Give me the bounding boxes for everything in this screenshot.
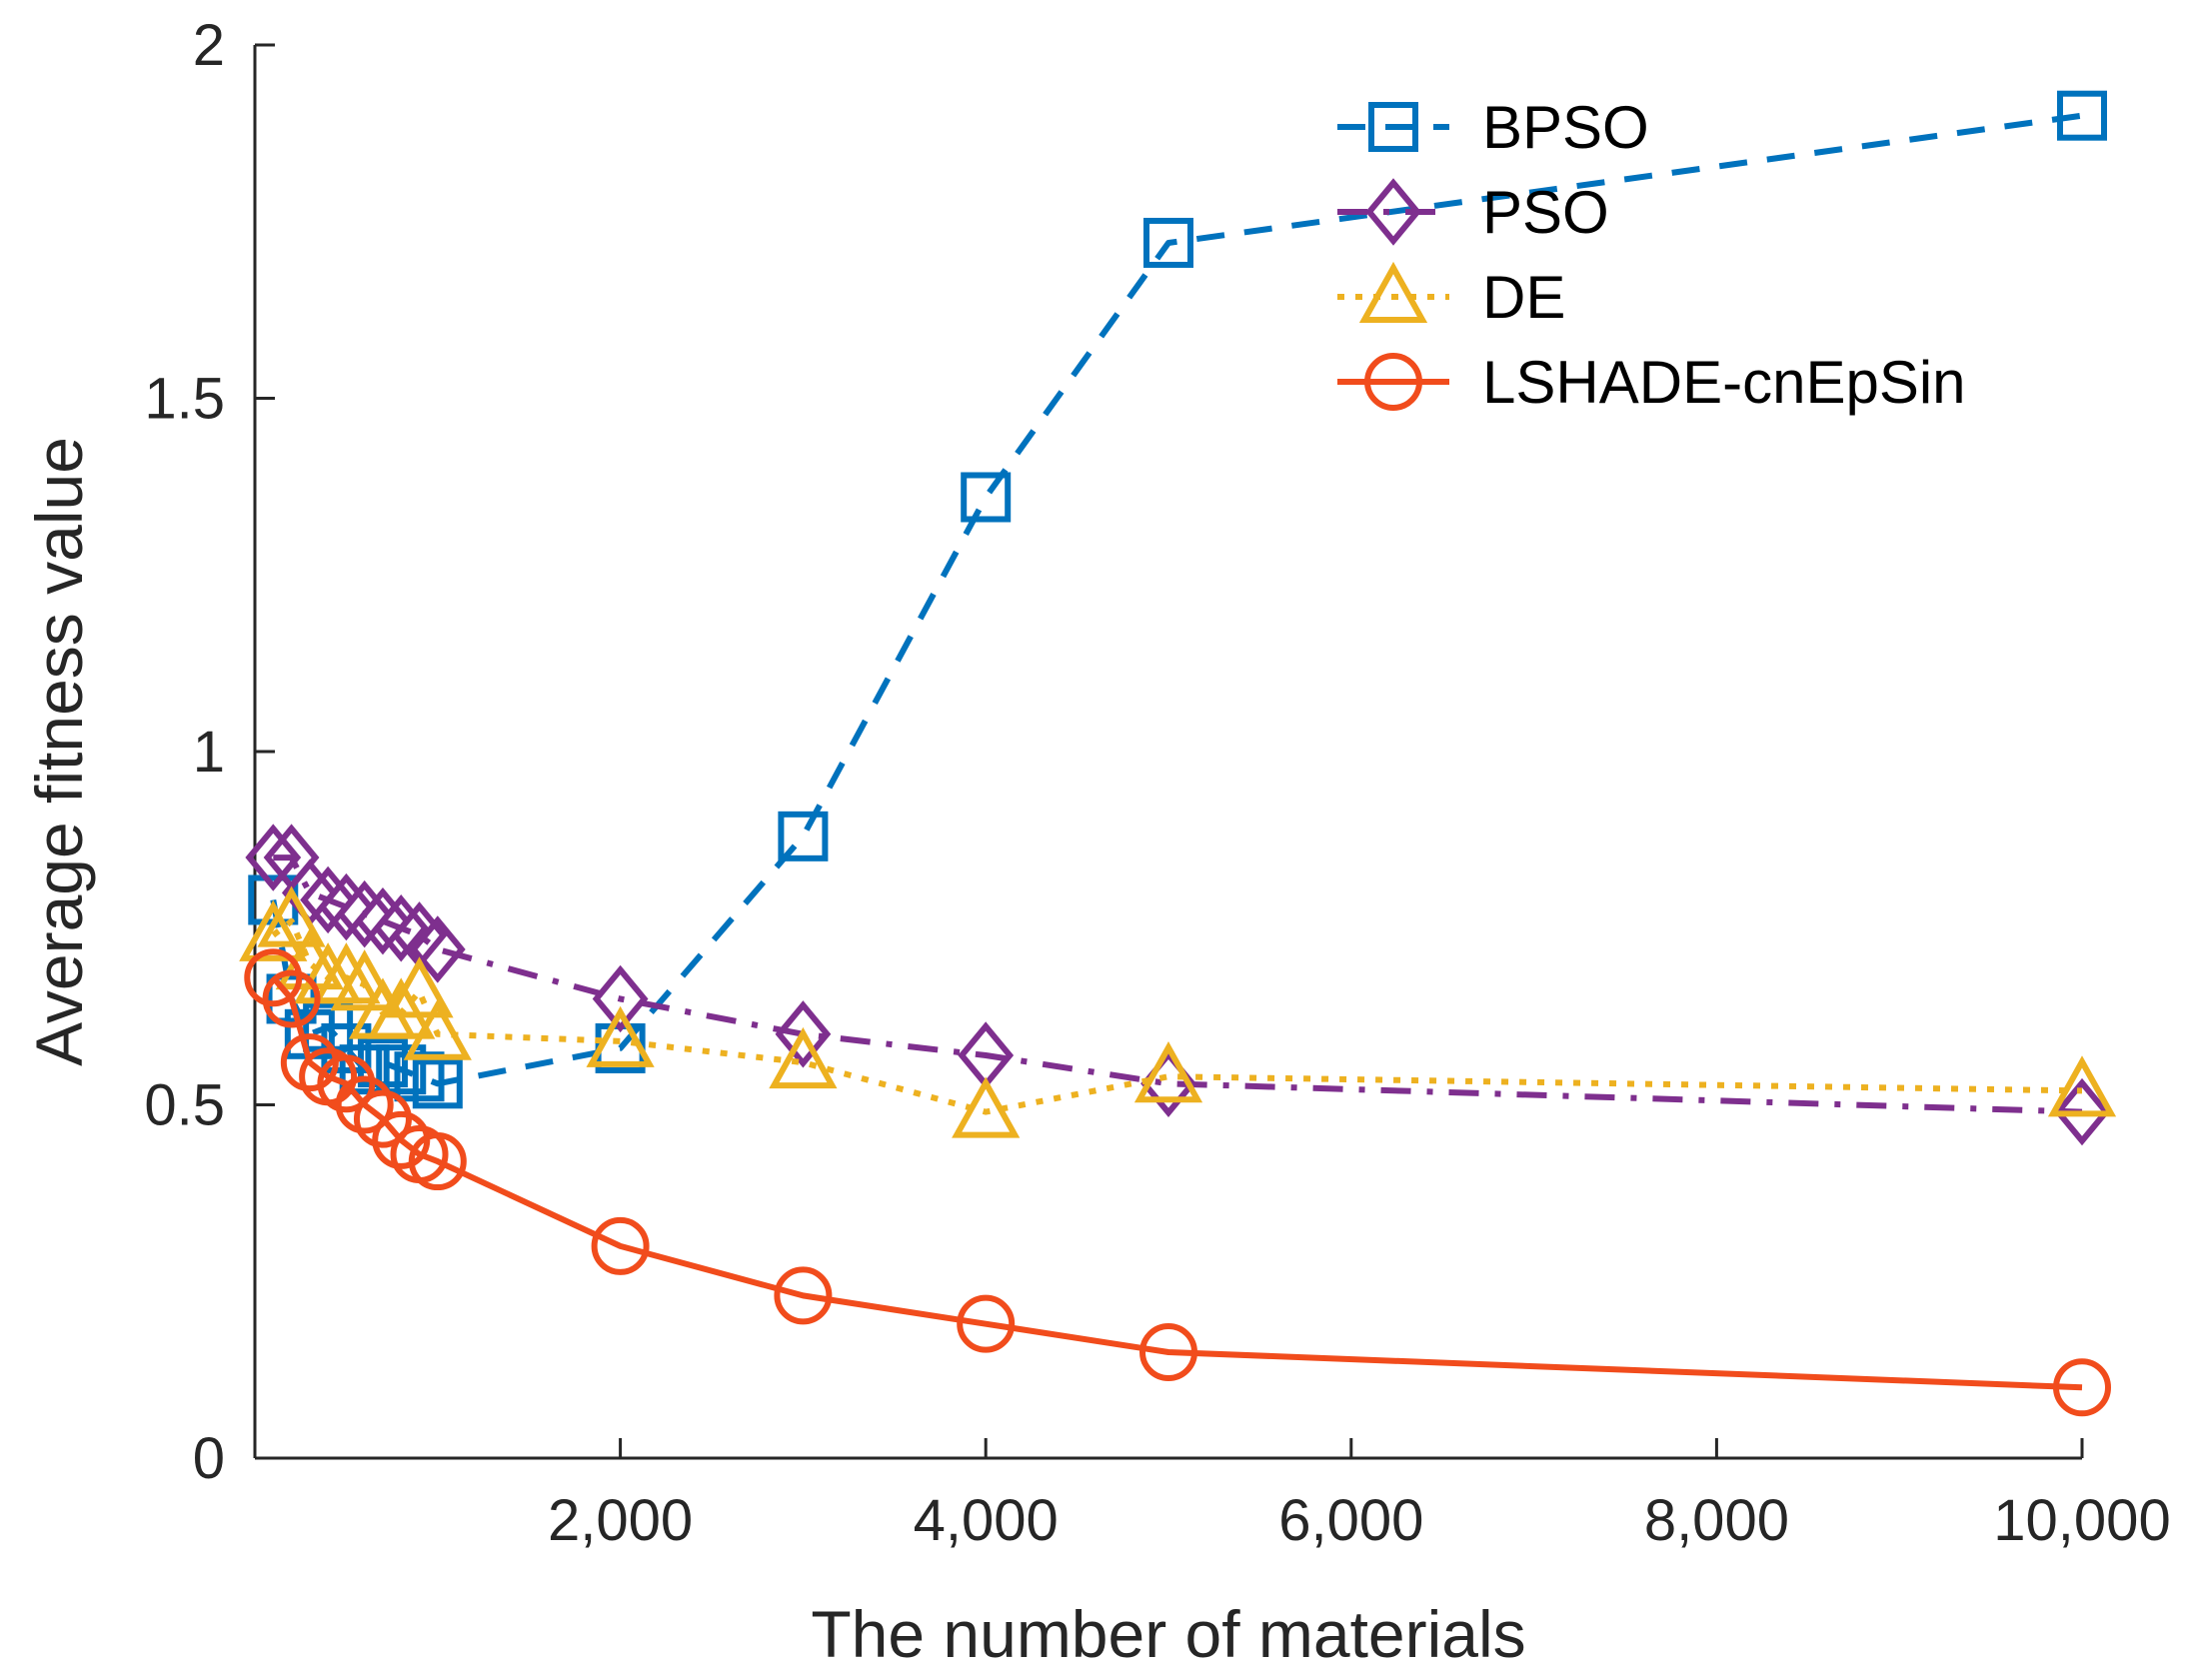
y-tick-label: 0 <box>193 1426 225 1491</box>
data-point-circle <box>353 1089 412 1148</box>
series-de <box>239 885 2117 1138</box>
data-point-square <box>339 1044 390 1095</box>
y-tick-label: 1.5 <box>144 367 225 432</box>
axes: 0 0.5 1 1.5 2 2,000 4,000 6,000 8,000 10,000 <box>144 13 2170 1553</box>
y-tick-label: 0.5 <box>144 1073 225 1138</box>
data-point-square <box>2057 90 2107 141</box>
data-point-triangle <box>257 885 326 947</box>
data-point-square <box>412 1058 463 1109</box>
data-point-diamond <box>2054 1077 2110 1146</box>
legend-label: BPSO <box>1482 94 1649 161</box>
data-point-triangle <box>367 977 436 1039</box>
series-pso <box>245 824 2110 1146</box>
data-point-circle <box>591 1216 650 1275</box>
data-point-diamond <box>355 886 411 955</box>
data-point-triangle <box>586 1005 655 1067</box>
data-point-circle <box>2053 1358 2111 1417</box>
data-point-diamond <box>592 964 649 1033</box>
data-point-triangle <box>312 942 381 1004</box>
series-lshade-cnepsin <box>244 948 2111 1417</box>
legend-item: LSHADE-cnEpSin <box>1337 349 1966 416</box>
legend: BPSO PSO DE LSHADE-cnEpSin <box>1337 94 1966 416</box>
x-axis-title: The number of materials <box>811 1597 1525 1671</box>
data-point-circle <box>408 1132 467 1191</box>
x-tick-label: 2,000 <box>548 1488 693 1553</box>
data-point-triangle <box>239 899 308 961</box>
y-tick-label: 1 <box>193 720 225 785</box>
y-axis-title: Average fitness value <box>22 437 96 1066</box>
series-bpso <box>248 90 2107 1109</box>
data-point-triangle <box>330 949 399 1011</box>
data-point-square <box>376 1044 427 1095</box>
legend-item: BPSO <box>1337 94 1649 161</box>
data-point-square <box>961 472 1012 523</box>
data-point-triangle <box>403 998 472 1060</box>
data-point-circle <box>335 1075 394 1134</box>
x-tick-label: 4,000 <box>914 1488 1059 1553</box>
data-point-diamond <box>373 894 430 962</box>
legend-item: DE <box>1337 261 1565 331</box>
data-point-square <box>778 811 829 861</box>
data-point-circle <box>957 1294 1016 1353</box>
data-point-diamond <box>336 879 393 948</box>
data-point-diamond <box>775 1000 832 1068</box>
data-point-circle <box>262 969 321 1028</box>
legend-marker-diamond <box>1365 178 1421 246</box>
legend-item: PSO <box>1337 178 1609 246</box>
data-point-diamond <box>318 872 375 941</box>
data-point-diamond <box>300 865 357 934</box>
series-line <box>270 112 2083 1087</box>
x-tick-label: 8,000 <box>1644 1488 1789 1553</box>
data-point-diamond <box>245 824 302 891</box>
data-point-square <box>1143 217 1193 268</box>
data-point-triangle <box>769 1026 838 1089</box>
y-tick-label: 2 <box>193 13 225 78</box>
data-point-circle <box>774 1266 833 1325</box>
legend-marker-triangle <box>1358 261 1428 323</box>
data-point-triangle <box>385 956 454 1018</box>
data-point-triangle <box>2047 1055 2117 1117</box>
legend-marker-square <box>1368 102 1418 152</box>
data-point-triangle <box>1133 1041 1203 1103</box>
series-layer <box>239 90 2117 1417</box>
x-tick-label: 6,000 <box>1278 1488 1423 1553</box>
legend-label: DE <box>1482 264 1565 331</box>
data-point-circle <box>317 1054 376 1113</box>
x-tick-label: 10,000 <box>1993 1488 2170 1553</box>
legend-label: LSHADE-cnEpSin <box>1482 349 1966 416</box>
data-point-circle <box>1139 1322 1197 1381</box>
legend-marker-circle <box>1364 353 1422 411</box>
data-point-diamond <box>409 915 466 983</box>
data-point-triangle <box>952 1076 1021 1138</box>
legend-label: PSO <box>1482 179 1609 246</box>
data-point-circle <box>244 948 303 1007</box>
